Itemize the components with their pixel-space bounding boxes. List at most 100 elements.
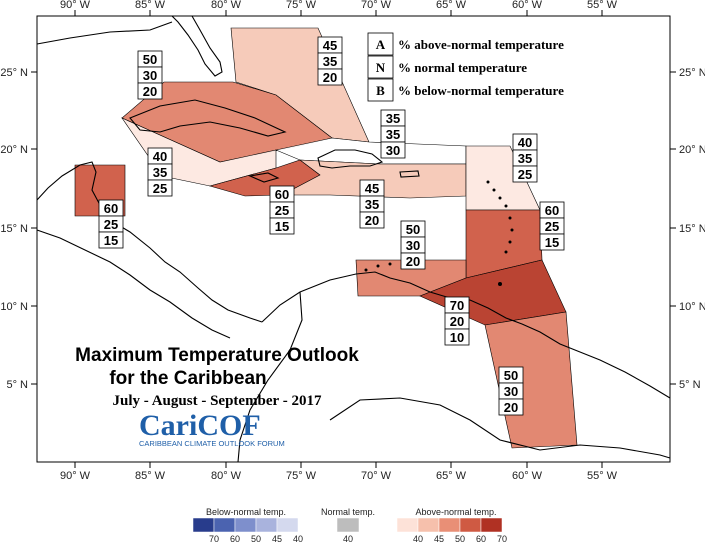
x-tick-label-bottom: 70° W xyxy=(361,470,392,482)
svg-text:10: 10 xyxy=(450,330,464,345)
svg-text:25: 25 xyxy=(104,217,118,232)
svg-text:20: 20 xyxy=(365,213,379,228)
x-tick-label-bottom: 90° W xyxy=(60,470,91,482)
svg-text:60: 60 xyxy=(545,203,559,218)
y-tick-label-left: 15° N xyxy=(0,223,28,235)
lesser-antilles xyxy=(364,180,514,286)
svg-text:20: 20 xyxy=(143,84,157,99)
central-america-pacific xyxy=(36,229,231,339)
svg-text:25: 25 xyxy=(275,203,289,218)
colorbar-swatch xyxy=(480,517,503,533)
svg-text:30: 30 xyxy=(406,238,420,253)
svg-text:40: 40 xyxy=(518,135,532,150)
svg-text:60: 60 xyxy=(104,201,118,216)
svg-text:70: 70 xyxy=(450,298,464,313)
legend-row-normal: N % normal temperature xyxy=(367,55,527,79)
svg-text:15: 15 xyxy=(545,235,559,250)
svg-text:20: 20 xyxy=(504,400,518,415)
x-tick-label-bottom: 60° W xyxy=(512,470,543,482)
coastlines xyxy=(36,15,671,463)
svg-text:35: 35 xyxy=(323,54,337,69)
colorbar-tick: 60 xyxy=(230,534,240,542)
colorbar-swatch xyxy=(276,517,299,533)
svg-text:25: 25 xyxy=(153,181,167,196)
y-tick-label-left: 5° N xyxy=(6,379,28,391)
colorbar: Below-normal temp. 70 60 50 45 40 Normal tem… xyxy=(192,507,507,542)
y-tick-label-left: 20° N xyxy=(0,144,28,156)
svg-text:15: 15 xyxy=(104,233,118,248)
colorbar-tick: 40 xyxy=(343,534,353,542)
colorbar-tick: 45 xyxy=(434,534,444,542)
hispaniola-island xyxy=(317,149,384,169)
legend-text-below: % below-normal temperature xyxy=(398,83,564,98)
colorbar-swatch xyxy=(192,517,215,533)
y-tick-label-right: 15° N xyxy=(679,223,705,235)
svg-text:25: 25 xyxy=(518,167,532,182)
logo-subtitle: CARIBBEAN CLIMATE OUTLOOK FORUM xyxy=(139,439,285,448)
legend-letter-below: B xyxy=(376,83,385,98)
svg-text:45: 45 xyxy=(323,38,337,53)
south-america-south xyxy=(329,397,671,459)
map-title-line2: for the Caribbean xyxy=(109,368,266,389)
svg-text:35: 35 xyxy=(518,151,532,166)
svg-text:30: 30 xyxy=(386,143,400,158)
x-tick-label-bottom: 55° W xyxy=(587,470,618,482)
colorbar-above: 40 45 50 60 70 xyxy=(396,517,507,542)
colorbar-swatch xyxy=(255,517,278,533)
x-tick-label-bottom: 65° W xyxy=(436,470,467,482)
legend-key: A % above-normal temperature N % normal … xyxy=(367,32,564,102)
colorbar-normal: 40 xyxy=(336,517,360,542)
x-tick-label-top: 75° W xyxy=(286,0,317,11)
svg-text:20: 20 xyxy=(323,70,337,85)
colorbar-swatch xyxy=(396,517,419,533)
map-title: Maximum Temperature Outlook xyxy=(75,345,359,366)
svg-text:45: 45 xyxy=(365,181,379,196)
colorbar-tick: 70 xyxy=(209,534,219,542)
svg-text:50: 50 xyxy=(143,52,157,67)
zone-hispaniola-pr xyxy=(281,159,467,199)
colorbar-swatch xyxy=(234,517,257,533)
period-label: July - August - September - 2017 xyxy=(113,393,322,409)
south-america-coast xyxy=(261,271,671,399)
legend-row-above: A % above-normal temperature xyxy=(367,32,564,56)
svg-text:30: 30 xyxy=(143,68,157,83)
cuba-island xyxy=(129,99,287,137)
x-tick-label-bottom: 80° W xyxy=(211,470,242,482)
axis-ticks: 90° W 90° W 85° W 85° W 80° W 80° W 75° W 75° W… xyxy=(0,0,705,482)
y-tick-label-left: 10° N xyxy=(0,301,28,313)
colorbar-tick: 40 xyxy=(293,534,303,542)
svg-text:35: 35 xyxy=(386,127,400,142)
svg-text:15: 15 xyxy=(275,219,289,234)
y-tick-label-right: 5° N xyxy=(679,379,701,391)
y-tick-label-left: 25° N xyxy=(0,67,28,79)
florida-coast xyxy=(171,15,223,77)
x-tick-label-top: 80° W xyxy=(211,0,242,11)
svg-text:50: 50 xyxy=(406,222,420,237)
colorbar-tick: 50 xyxy=(251,534,261,542)
gulf-coast xyxy=(36,21,173,45)
x-tick-label-top: 55° W xyxy=(587,0,618,11)
x-tick-label-top: 85° W xyxy=(135,0,166,11)
jamaica-island xyxy=(248,172,280,183)
x-tick-label-top: 60° W xyxy=(512,0,543,11)
colorbar-tick: 45 xyxy=(272,534,282,542)
logo-wordmark: CariCOF xyxy=(139,409,261,442)
x-tick-label-bottom: 75° W xyxy=(286,470,317,482)
svg-text:35: 35 xyxy=(365,197,379,212)
colorbar-swatch xyxy=(336,517,360,533)
svg-text:35: 35 xyxy=(386,111,400,126)
svg-text:40: 40 xyxy=(153,149,167,164)
svg-text:60: 60 xyxy=(275,187,289,202)
colorbar-tick: 60 xyxy=(476,534,486,542)
colorbar-swatch xyxy=(438,517,461,533)
svg-text:35: 35 xyxy=(153,165,167,180)
